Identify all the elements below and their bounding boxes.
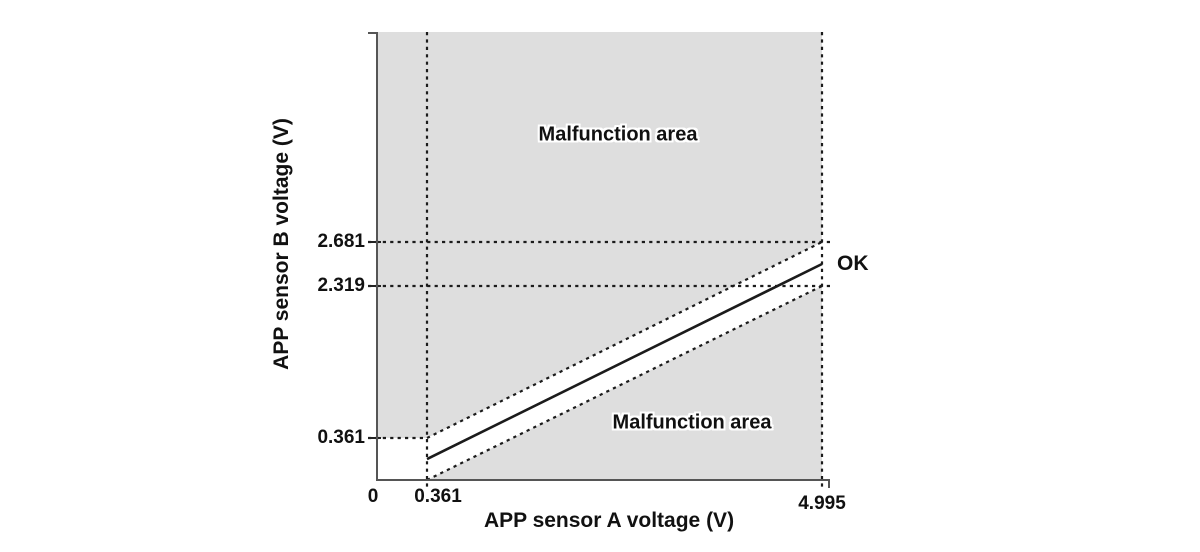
malfunction-area-top-label: Malfunction area <box>538 123 698 146</box>
lower-left-white-corner <box>377 438 427 480</box>
y-tick-label-2681: 2.681 <box>317 231 365 252</box>
malfunction-region-fill <box>377 32 822 480</box>
x-axis-title: APP sensor A voltage (V) <box>483 509 735 532</box>
x-tick-label-0361: 0.361 <box>414 486 462 507</box>
y-tick-label-0361: 0.361 <box>317 427 365 448</box>
ok-region-label: OK <box>837 252 869 275</box>
axes-frame <box>368 32 830 488</box>
x-tick-label-0: 0 <box>367 486 379 507</box>
y-axis-title: APP sensor B voltage (V) <box>270 118 293 370</box>
malfunction-area-bottom-label: Malfunction area <box>612 411 772 434</box>
ok-band-center-line <box>426 262 823 461</box>
x-tick-label-4995: 4.995 <box>798 493 846 514</box>
y-tick-label-2319: 2.319 <box>317 275 365 296</box>
